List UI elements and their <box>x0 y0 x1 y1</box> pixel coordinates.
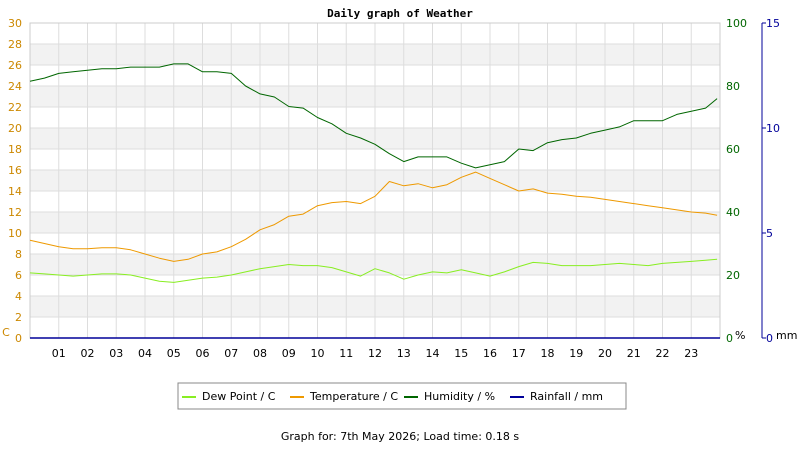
x-tick-label: 15 <box>454 347 468 360</box>
rainfall-axis-unit: mm <box>776 329 797 342</box>
chart-title: Daily graph of Weather <box>327 7 473 20</box>
x-tick-label: 11 <box>339 347 353 360</box>
footer-load-label: Load time: <box>423 430 482 443</box>
left-tick-label: 28 <box>8 38 22 51</box>
x-tick-label: 16 <box>483 347 497 360</box>
footer-separator: ; <box>416 430 424 443</box>
x-tick-label: 01 <box>52 347 66 360</box>
left-tick-label: 6 <box>15 269 22 282</box>
x-tick-label: 19 <box>569 347 583 360</box>
left-tick-label: 14 <box>8 185 22 198</box>
humidity-tick-label: 20 <box>726 269 740 282</box>
rainfall-tick-label: 10 <box>766 122 780 135</box>
left-tick-label: 2 <box>15 311 22 324</box>
x-tick-label: 23 <box>684 347 698 360</box>
x-tick-label: 07 <box>224 347 238 360</box>
legend-entry-label: Dew Point / C <box>202 390 276 403</box>
grid-lines <box>29 22 721 339</box>
left-tick-label: 16 <box>8 164 22 177</box>
humidity-tick-label: 60 <box>726 143 740 156</box>
humidity-tick-label: 0 <box>726 332 733 345</box>
legend-entry-label: Humidity / % <box>424 390 495 403</box>
x-tick-label: 17 <box>512 347 526 360</box>
series-layer <box>29 63 720 339</box>
x-tick-label: 03 <box>109 347 123 360</box>
rainfall-tick-label: 15 <box>766 17 780 30</box>
legend-entry-label: Temperature / C <box>309 390 398 403</box>
x-tick-label: 09 <box>282 347 296 360</box>
x-tick-label: 14 <box>426 347 440 360</box>
humidity-axis-unit: % <box>735 329 745 342</box>
series-line-temperature <box>29 171 718 262</box>
x-tick-label: 05 <box>167 347 181 360</box>
x-tick-label: 02 <box>81 347 95 360</box>
left-tick-label: 26 <box>8 59 22 72</box>
x-tick-label: 06 <box>196 347 210 360</box>
x-tick-label: 18 <box>541 347 555 360</box>
legend-box <box>177 382 627 410</box>
footer-date: 7th May 2026 <box>340 430 417 443</box>
left-axis-unit: C <box>2 326 10 339</box>
left-tick-label: 18 <box>8 143 22 156</box>
humidity-tick-label: 40 <box>726 206 740 219</box>
series-line-dew <box>29 258 718 283</box>
legend-entry-label: Rainfall / mm <box>530 390 603 403</box>
x-tick-label: 12 <box>368 347 382 360</box>
x-tick-label: 10 <box>311 347 325 360</box>
footer-load-time: 0.18 s <box>485 430 520 443</box>
left-tick-label: 0 <box>15 332 22 345</box>
legend: Dew Point / C Temperature / C Humidity / %… <box>177 382 627 410</box>
left-tick-label: 8 <box>15 248 22 261</box>
left-tick-label: 12 <box>8 206 22 219</box>
x-tick-label: 20 <box>598 347 612 360</box>
left-tick-label: 20 <box>8 122 22 135</box>
series-line-humidity <box>29 63 718 169</box>
rainfall-tick-label: 0 <box>766 332 773 345</box>
x-tick-label: 22 <box>656 347 670 360</box>
humidity-tick-label: 100 <box>726 17 747 30</box>
x-tick-label: 13 <box>397 347 411 360</box>
left-tick-label: 10 <box>8 227 22 240</box>
x-tick-label: 21 <box>627 347 641 360</box>
footer: Graph for: 7th May 2026; Load time: 0.18… <box>0 430 800 443</box>
left-tick-label: 22 <box>8 101 22 114</box>
left-tick-label: 30 <box>8 17 22 30</box>
footer-label: Graph for: <box>280 430 337 443</box>
left-tick-label: 4 <box>15 290 22 303</box>
humidity-tick-label: 80 <box>726 80 740 93</box>
weather-chart: Daily graph of Weather 02468101214161820… <box>2 7 797 410</box>
rainfall-tick-label: 5 <box>766 227 773 240</box>
x-tick-label: 04 <box>138 347 152 360</box>
x-tick-label: 08 <box>253 347 267 360</box>
left-tick-label: 24 <box>8 80 22 93</box>
